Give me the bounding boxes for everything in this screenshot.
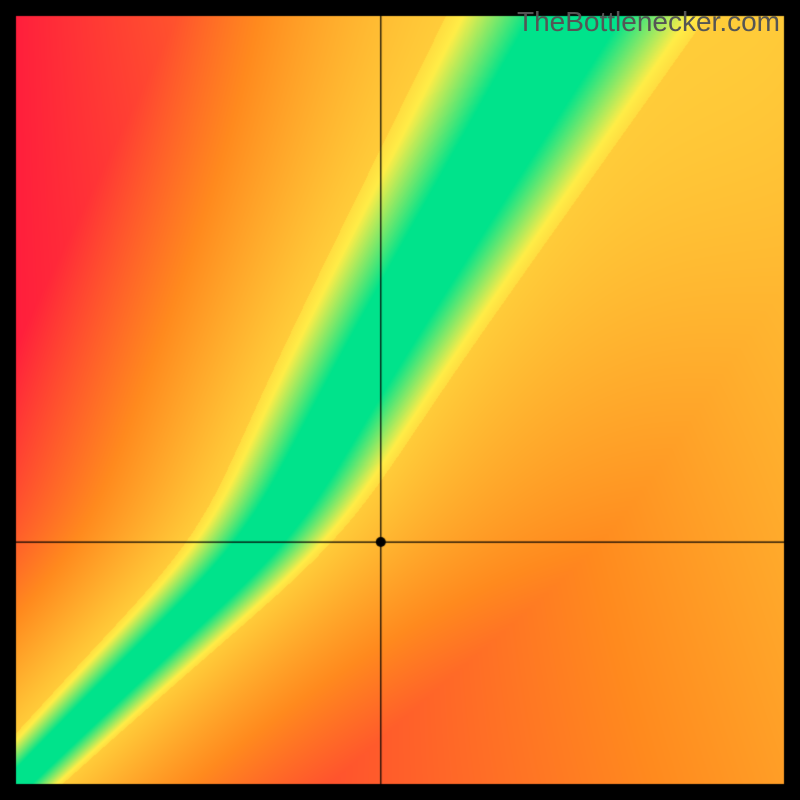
chart-container: TheBottlenecker.com: [0, 0, 800, 800]
bottleneck-heatmap: [0, 0, 800, 800]
